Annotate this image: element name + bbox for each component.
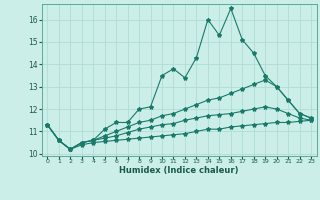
- X-axis label: Humidex (Indice chaleur): Humidex (Indice chaleur): [119, 166, 239, 175]
